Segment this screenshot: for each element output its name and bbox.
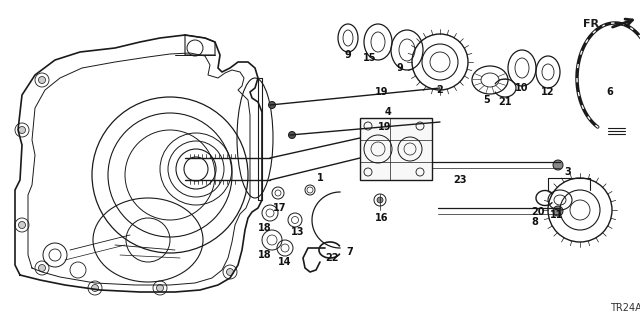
Bar [360, 118, 432, 180]
Text: 8: 8 [532, 217, 538, 227]
Text: 21: 21 [499, 97, 512, 107]
Text: 14: 14 [278, 257, 292, 267]
Circle shape [92, 285, 99, 292]
Circle shape [377, 197, 383, 203]
Circle shape [269, 101, 275, 108]
Circle shape [227, 269, 234, 276]
Text: 5: 5 [484, 95, 490, 105]
Circle shape [19, 127, 26, 133]
Text: TR24A0700: TR24A0700 [610, 303, 640, 313]
Text: 2: 2 [436, 85, 444, 95]
Text: 15: 15 [364, 53, 377, 63]
Text: 9: 9 [344, 50, 351, 60]
Text: 4: 4 [385, 107, 392, 117]
Text: 19: 19 [375, 87, 388, 97]
Circle shape [553, 206, 563, 216]
Text: 19: 19 [378, 122, 392, 132]
Text: 7: 7 [347, 247, 353, 257]
Text: 22: 22 [325, 253, 339, 263]
Text: 9: 9 [397, 63, 403, 73]
Circle shape [553, 160, 563, 170]
Text: 13: 13 [291, 227, 305, 237]
Text: 18: 18 [258, 250, 272, 260]
Text: 17: 17 [273, 203, 287, 213]
Text: FR.: FR. [582, 19, 603, 29]
Text: 11: 11 [550, 210, 564, 220]
Text: 3: 3 [564, 167, 572, 177]
Text: 23: 23 [453, 175, 467, 185]
Text: 18: 18 [258, 223, 272, 233]
Circle shape [157, 285, 163, 292]
Text: 16: 16 [375, 213, 388, 223]
Circle shape [289, 131, 296, 138]
Text: 6: 6 [607, 87, 613, 97]
Text: 1: 1 [317, 173, 323, 183]
Circle shape [38, 77, 45, 84]
Text: 20: 20 [531, 207, 545, 217]
Text: 10: 10 [515, 83, 529, 93]
Text: 12: 12 [541, 87, 555, 97]
Circle shape [19, 221, 26, 228]
Circle shape [38, 264, 45, 271]
